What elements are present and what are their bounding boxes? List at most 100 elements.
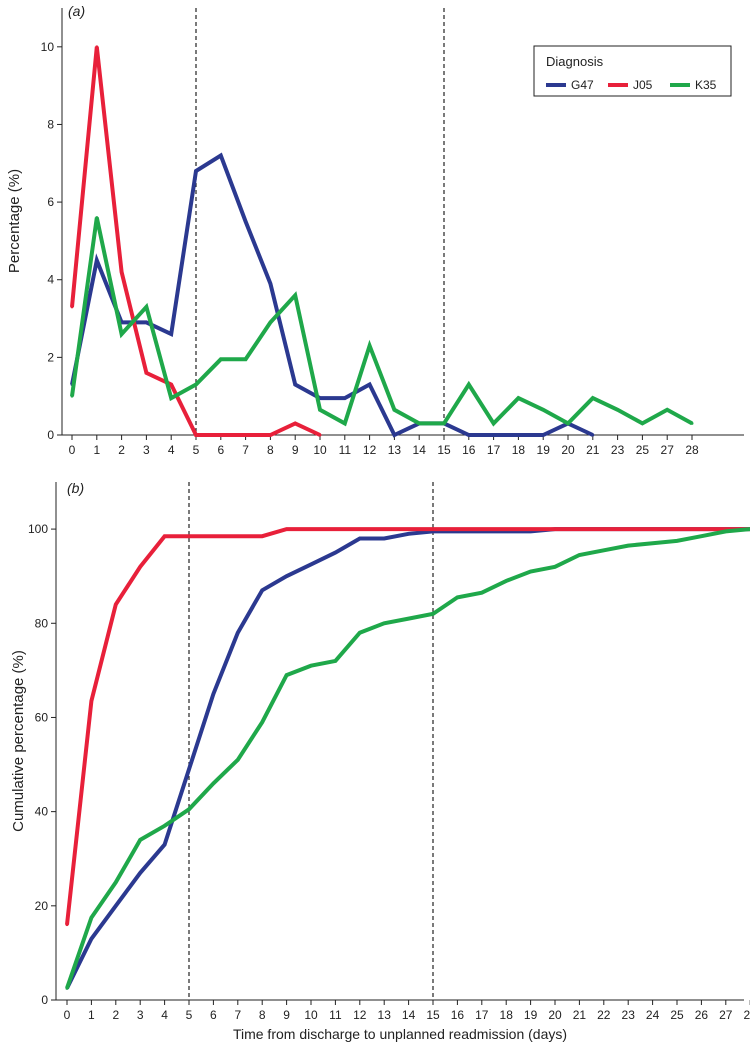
data-point-g47 bbox=[467, 433, 471, 437]
data-point-k35 bbox=[675, 539, 679, 543]
data-point-k35 bbox=[318, 408, 322, 412]
data-point-j05 bbox=[285, 527, 289, 531]
data-point-k35 bbox=[95, 216, 99, 220]
x-tick-label: 19 bbox=[524, 1008, 538, 1022]
y-tick-label: 40 bbox=[35, 805, 49, 819]
data-point-g47 bbox=[591, 433, 595, 437]
data-point-g47 bbox=[260, 588, 264, 592]
data-point-j05 bbox=[699, 527, 703, 531]
data-point-k35 bbox=[236, 758, 240, 762]
data-point-j05 bbox=[553, 527, 557, 531]
data-point-k35 bbox=[144, 305, 148, 309]
x-tick-label: 10 bbox=[313, 443, 327, 457]
x-tick-label: 9 bbox=[283, 1008, 290, 1022]
data-point-k35 bbox=[431, 612, 435, 616]
data-point-g47 bbox=[219, 154, 223, 158]
data-point-j05 bbox=[219, 433, 223, 437]
panel-label: (a) bbox=[68, 3, 85, 19]
data-point-k35 bbox=[492, 421, 496, 425]
data-point-g47 bbox=[516, 433, 520, 437]
data-point-j05 bbox=[95, 45, 99, 49]
data-point-k35 bbox=[553, 565, 557, 569]
data-point-g47 bbox=[343, 396, 347, 400]
x-tick-label: 13 bbox=[388, 443, 402, 457]
data-point-j05 bbox=[455, 527, 459, 531]
x-tick-label: 23 bbox=[622, 1008, 636, 1022]
data-point-k35 bbox=[187, 807, 191, 811]
data-point-k35 bbox=[640, 421, 644, 425]
data-point-j05 bbox=[236, 534, 240, 538]
legend-label-j05: J05 bbox=[633, 78, 653, 92]
series-line-k35 bbox=[70, 217, 693, 427]
data-point-k35 bbox=[455, 595, 459, 599]
x-tick-label: 20 bbox=[561, 443, 575, 457]
data-point-g47 bbox=[244, 220, 248, 223]
x-tick-label: 1 bbox=[93, 443, 100, 457]
panel-label: (b) bbox=[67, 480, 84, 496]
data-point-k35 bbox=[358, 631, 362, 635]
y-axis-label: Cumulative percentage (%) bbox=[10, 650, 27, 832]
x-tick-label: 17 bbox=[487, 443, 501, 457]
data-point-k35 bbox=[120, 332, 124, 336]
data-point-g47 bbox=[194, 169, 198, 173]
x-tick-label: 12 bbox=[363, 443, 377, 457]
x-tick-label: 11 bbox=[339, 443, 352, 457]
x-tick-label: 5 bbox=[193, 443, 200, 457]
data-point-k35 bbox=[724, 529, 728, 533]
x-tick-label: 10 bbox=[304, 1008, 318, 1022]
data-point-j05 bbox=[169, 383, 173, 387]
data-point-j05 bbox=[504, 527, 508, 531]
y-tick-label: 6 bbox=[47, 195, 54, 209]
data-point-k35 bbox=[690, 421, 694, 425]
data-point-j05 bbox=[65, 923, 69, 927]
data-point-j05 bbox=[318, 433, 322, 437]
x-tick-label: 12 bbox=[353, 1008, 367, 1022]
data-point-g47 bbox=[114, 904, 118, 908]
series-line-j05 bbox=[65, 527, 750, 925]
x-tick-label: 25 bbox=[636, 443, 650, 457]
data-point-k35 bbox=[665, 408, 669, 412]
x-tick-label: 18 bbox=[500, 1008, 514, 1022]
x-tick-label: 16 bbox=[462, 443, 476, 457]
data-point-g47 bbox=[407, 532, 411, 536]
data-point-j05 bbox=[114, 602, 118, 606]
x-tick-label: 25 bbox=[670, 1008, 684, 1022]
data-point-k35 bbox=[368, 344, 372, 348]
data-point-j05 bbox=[529, 527, 533, 531]
x-tick-label: 28 bbox=[685, 443, 699, 457]
x-tick-label: 8 bbox=[267, 443, 274, 457]
data-point-j05 bbox=[577, 527, 581, 531]
x-tick-label: 9 bbox=[292, 443, 299, 457]
data-point-k35 bbox=[591, 396, 595, 400]
data-point-j05 bbox=[358, 527, 362, 531]
x-tick-label: 8 bbox=[259, 1008, 266, 1022]
data-point-k35 bbox=[529, 569, 533, 573]
data-point-k35 bbox=[541, 408, 545, 412]
data-point-k35 bbox=[480, 591, 484, 595]
data-point-g47 bbox=[368, 383, 372, 387]
x-tick-label: 1 bbox=[88, 1008, 95, 1022]
y-tick-label: 2 bbox=[47, 350, 54, 364]
x-tick-label: 2 bbox=[112, 1008, 119, 1022]
data-point-k35 bbox=[566, 421, 570, 425]
data-point-j05 bbox=[163, 534, 167, 538]
data-point-g47 bbox=[211, 692, 215, 696]
data-point-k35 bbox=[138, 838, 142, 842]
data-point-k35 bbox=[244, 357, 248, 361]
legend-label-k35: K35 bbox=[695, 78, 717, 92]
data-point-j05 bbox=[144, 371, 148, 375]
data-point-j05 bbox=[89, 699, 93, 703]
x-tick-label: 3 bbox=[137, 1008, 144, 1022]
data-point-k35 bbox=[70, 394, 74, 398]
data-point-k35 bbox=[211, 781, 215, 785]
x-tick-label: 20 bbox=[548, 1008, 562, 1022]
x-tick-label: 24 bbox=[646, 1008, 660, 1022]
x-tick-label: 27 bbox=[719, 1008, 733, 1022]
data-point-g47 bbox=[358, 537, 362, 541]
data-point-k35 bbox=[89, 916, 93, 920]
data-point-j05 bbox=[309, 527, 313, 531]
x-tick-label: 19 bbox=[537, 443, 551, 457]
